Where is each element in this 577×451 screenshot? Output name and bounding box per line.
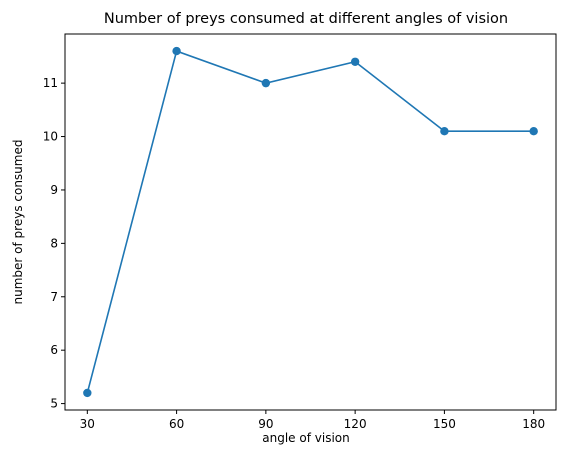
x-tick-label: 30 [80,417,95,431]
x-tick-label: 60 [169,417,184,431]
y-tick-label: 11 [43,76,58,90]
y-tick-label: 8 [50,236,58,250]
series-layer [83,46,538,398]
y-tick-label: 9 [50,183,58,197]
x-tick-label: 150 [433,417,456,431]
x-axis-label: angle of vision [262,431,349,445]
x-tick-label: 120 [344,417,367,431]
x-tick-label: 180 [522,417,545,431]
x-tick-label: 90 [258,417,273,431]
x-axis: 30 60 90 120 150 180 [80,410,545,431]
y-axis-label: number of preys consumed [11,140,25,305]
plot-area [64,33,557,411]
data-point [172,46,181,56]
y-tick-label: 10 [43,130,58,144]
data-point [261,78,271,88]
y-axis: 5 6 7 8 9 10 11 [43,76,65,411]
y-tick-label: 5 [50,397,58,411]
data-point [83,388,92,398]
data-point [350,57,360,66]
series-line [86,50,534,394]
data-point [440,127,449,136]
chart-title: Number of preys consumed at different an… [104,11,508,27]
data-point [529,127,538,136]
y-tick-label: 6 [50,343,58,357]
y-tick-label: 7 [50,290,58,304]
